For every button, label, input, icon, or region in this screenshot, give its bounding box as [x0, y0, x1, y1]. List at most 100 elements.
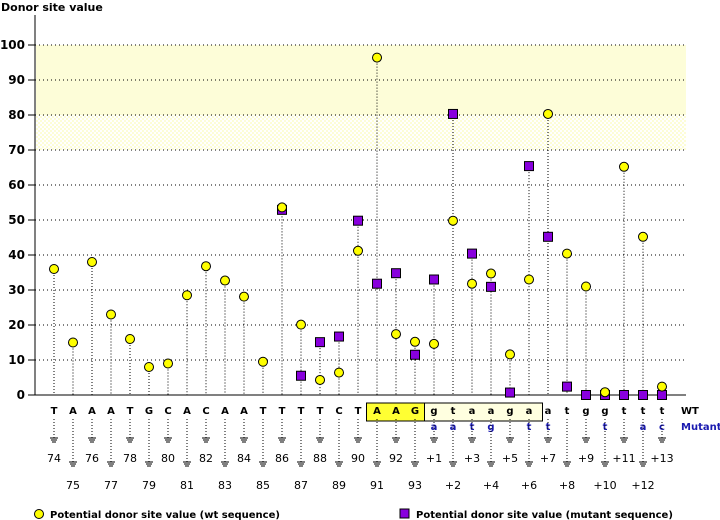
mutant-base: t [527, 422, 532, 433]
wt-point [182, 290, 192, 301]
wt-base: A [69, 406, 77, 417]
mutant-point [353, 215, 363, 226]
wt-point [600, 387, 610, 398]
legend-mutant-marker [399, 508, 410, 519]
mutant-base: g [487, 422, 494, 433]
mutant-point [467, 248, 477, 259]
wt-base: t [622, 406, 627, 417]
y-tick-label: 10 [8, 353, 25, 367]
wt-point [334, 367, 344, 378]
wt-base: g [601, 406, 608, 417]
wt-base: T [317, 406, 324, 417]
wt-base: a [469, 406, 476, 417]
y-axis-ticks: 0 10 20 30 40 50 60 70 80 90 100 [0, 38, 35, 402]
wt-point [353, 245, 363, 256]
mutant-base: t [470, 422, 475, 433]
wt-base: A [183, 406, 191, 417]
position-label: +11 [612, 452, 635, 465]
markers [49, 52, 667, 400]
y-tick-label: 60 [8, 178, 25, 192]
wt-point [258, 356, 268, 367]
position-label: 76 [85, 452, 99, 465]
wt-point [638, 231, 648, 242]
sequence-boxes [366, 402, 543, 422]
y-tick-label: 70 [8, 143, 25, 157]
wt-point [163, 358, 173, 369]
wt-base: G [411, 406, 419, 417]
mutant-base: a [640, 422, 647, 433]
highlight-band [36, 45, 686, 115]
position-label: 77 [104, 479, 118, 492]
legend-wt-label: Potential donor site value (wt sequence) [50, 510, 280, 520]
mutant-point [429, 274, 439, 285]
wt-point [505, 349, 515, 360]
position-label: 85 [256, 479, 270, 492]
wt-point [562, 248, 572, 259]
position-label: 84 [237, 452, 251, 465]
wt-point [220, 275, 230, 286]
wt-base: t [641, 406, 646, 417]
position-label: 89 [332, 479, 346, 492]
position-label: +12 [631, 479, 654, 492]
wt-base: g [506, 406, 513, 417]
mutant-point [334, 331, 344, 342]
mutant-point [372, 278, 382, 289]
wt-base: t [451, 406, 456, 417]
wt-base: T [279, 406, 286, 417]
wt-base: A [240, 406, 248, 417]
wt-point [106, 309, 116, 320]
mutant-base: t [603, 422, 608, 433]
mutant-point [562, 381, 572, 392]
mutant-point [619, 390, 629, 400]
mutant-point [657, 390, 667, 400]
position-label: +8 [559, 479, 575, 492]
row-label-mutant: Mutant [681, 422, 720, 433]
y-tick-label: 80 [8, 108, 25, 122]
wt-point [277, 202, 287, 213]
y-tick-label: 40 [8, 248, 25, 262]
mutant-point [543, 231, 553, 242]
position-label: 82 [199, 452, 213, 465]
y-tick-label: 0 [17, 388, 25, 402]
y-tick-label: 20 [8, 318, 25, 332]
position-label: 86 [275, 452, 289, 465]
wt-point [429, 338, 439, 349]
position-label: +9 [578, 452, 594, 465]
position-label: +13 [650, 452, 673, 465]
wt-base: C [202, 406, 209, 417]
wt-point [467, 278, 477, 289]
wt-point [524, 274, 534, 285]
mutant-base: a [431, 422, 438, 433]
position-label: 74 [47, 452, 61, 465]
wt-point [391, 329, 401, 340]
wt-point [657, 381, 667, 392]
wt-base: t [660, 406, 665, 417]
y-axis-title: Donor site value [1, 1, 103, 14]
position-label: +2 [445, 479, 461, 492]
mutant-point [505, 387, 515, 398]
wt-base: G [145, 406, 153, 417]
sequence-labels: T 74 A 75 A 76 A 77 T 78 G 79 C 80 A 81 C 82 A 83 A 84 T 85 T 86 T… [47, 406, 674, 492]
wt-base: T [355, 406, 362, 417]
wt-base: a [545, 406, 552, 417]
mutant-point [296, 370, 306, 381]
wt-base: T [260, 406, 267, 417]
mutant-base: t [546, 422, 551, 433]
position-label: +6 [521, 479, 537, 492]
position-label: 90 [351, 452, 365, 465]
position-label: +7 [540, 452, 556, 465]
position-label: 87 [294, 479, 308, 492]
wt-point [201, 261, 211, 272]
y-tick-label: 30 [8, 283, 25, 297]
position-label: +10 [593, 479, 616, 492]
mutant-point [581, 390, 591, 400]
wt-point [448, 215, 458, 226]
position-label: 81 [180, 479, 194, 492]
position-label: 93 [408, 479, 422, 492]
position-label: 83 [218, 479, 232, 492]
wt-base: a [526, 406, 533, 417]
position-label: +1 [426, 452, 442, 465]
wt-point [87, 257, 97, 267]
wt-base: g [582, 406, 589, 417]
